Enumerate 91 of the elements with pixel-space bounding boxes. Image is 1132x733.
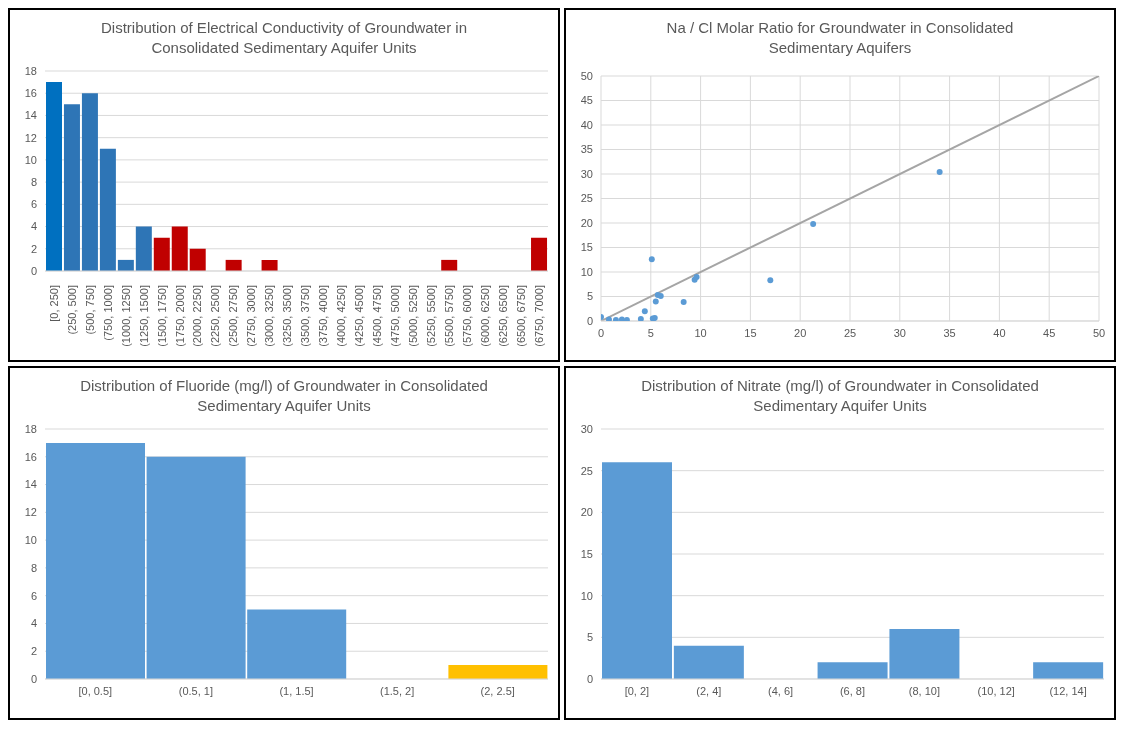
x-tick-label: (4750, 5000] [389,285,402,347]
y-tick-label: 30 [580,167,593,180]
y-tick-label: 40 [580,118,593,131]
x-tick-label: (12, 14] [1049,684,1087,697]
x-tick-label: 50 [1092,326,1106,339]
x-tick-label: (6250, 6500] [496,285,509,347]
x-tick-label: (3500, 3750] [299,285,312,347]
x-tick-label: [0, 2] [624,684,650,697]
y-tick-label: 5 [586,631,593,644]
x-tick-label: (6750, 7000] [532,285,545,347]
chart-title: Distribution of Electrical Conductivity of Groundwater in Consolidated Sedimentary Aquifer Units [100,18,468,58]
x-tick-label: (2, 4] [696,684,722,697]
y-tick-label: 18 [24,422,37,435]
x-tick-label: (3000, 3250] [263,285,276,347]
y-tick-label: 10 [580,589,593,602]
x-tick-label: (750, 1000] [101,285,114,341]
y-tick-label: 25 [580,464,593,477]
x-tick-label: 45 [1043,326,1056,339]
x-tick-label: (1.5, 2] [379,684,415,697]
y-tick-label: 2 [30,645,37,658]
y-tick-label: 35 [580,143,593,156]
x-tick-label: (6000, 6250] [478,285,491,347]
y-tick-label: 12 [24,131,37,144]
y-tick-label: 20 [580,216,593,229]
y-tick-label: 10 [24,534,37,547]
y-tick-label: 0 [30,264,37,277]
y-tick-label: 10 [24,153,37,166]
chart-title: Distribution of Fluoride (mg/l) of Groundwater in Consolidated Sedimentary Aquifer Units [79,376,489,416]
y-tick-label: 16 [24,87,37,100]
y-tick-label: 4 [30,220,37,233]
x-tick-label: (500, 750] [83,285,96,335]
y-tick-label: 18 [24,64,37,77]
y-tick-label: 6 [30,198,37,211]
y-tick-label: 0 [586,672,593,685]
x-tick-label: (6500, 6750] [514,285,527,347]
y-tick-label: 16 [24,450,37,463]
x-tick-label: (5250, 5500] [425,285,438,347]
x-tick-label: (4250, 4500] [353,285,366,347]
y-tick-label: 12 [24,506,37,519]
x-tick-label: (2, 2.5] [480,684,515,697]
x-tick-label: (3250, 3500] [281,285,294,347]
y-tick-label: 4 [30,617,37,630]
x-tick-label: (5750, 6000] [460,285,473,347]
x-tick-label: (1750, 2000] [173,285,186,347]
x-tick-label: (1000, 1250] [119,285,132,347]
y-tick-label: 14 [24,478,37,491]
x-tick-label: (10, 12] [977,684,1015,697]
x-tick-label: [0, 250] [47,285,60,322]
x-tick-label: 25 [843,326,857,339]
x-tick-label: 30 [893,326,906,339]
x-tick-label: (250, 500] [65,285,78,335]
y-tick-label: 20 [580,506,593,519]
x-tick-label: 10 [694,326,707,339]
y-tick-label: 14 [24,109,37,122]
x-tick-label: (4500, 4750] [371,285,384,347]
x-tick-label: (3750, 4000] [317,285,330,347]
y-tick-label: 30 [580,422,593,435]
x-tick-label: (2000, 2250] [191,285,204,347]
y-tick-label: 50 [580,69,593,82]
y-tick-label: 2 [30,242,37,255]
y-tick-label: 45 [580,94,593,107]
x-tick-label: 40 [993,326,1006,339]
x-tick-label: (5500, 5750] [443,285,456,347]
x-tick-label: (0.5, 1] [178,684,214,697]
y-tick-label: 10 [580,265,593,278]
x-tick-label: 35 [943,326,956,339]
x-tick-label: 20 [794,326,807,339]
chart-title: Distribution of Nitrate (mg/l) of Groundwater in Consolidated Sedimentary Aquifer Units [640,376,1040,416]
x-tick-label: (2500, 2750] [227,285,240,347]
x-tick-label: (4, 6] [768,684,794,697]
y-tick-label: 0 [30,672,37,685]
x-tick-label: 15 [744,326,757,339]
x-tick-label: [0, 0.5] [78,684,113,697]
x-tick-label: (5000, 5250] [407,285,420,347]
y-tick-label: 25 [580,192,593,205]
x-tick-label: (2250, 2500] [209,285,222,347]
y-tick-label: 6 [30,589,37,602]
x-tick-label: (4000, 4250] [335,285,348,347]
y-tick-label: 8 [30,176,37,189]
y-tick-label: 8 [30,561,37,574]
x-tick-label: (2750, 3000] [245,285,258,347]
x-tick-label: (1250, 1500] [137,285,150,347]
x-tick-label: 5 [647,326,654,339]
chart-title: Na / Cl Molar Ratio for Groundwater in Consolidated Sedimentary Aquifers [665,18,1015,58]
x-tick-label: (1, 1.5] [279,684,314,697]
x-tick-label: (8, 10] [908,684,940,697]
y-tick-label: 15 [580,547,593,560]
x-tick-label: (1500, 1750] [155,285,168,347]
x-tick-label: 0 [597,326,605,339]
y-tick-label: 15 [580,241,593,254]
x-tick-label: (6, 8] [839,684,866,697]
